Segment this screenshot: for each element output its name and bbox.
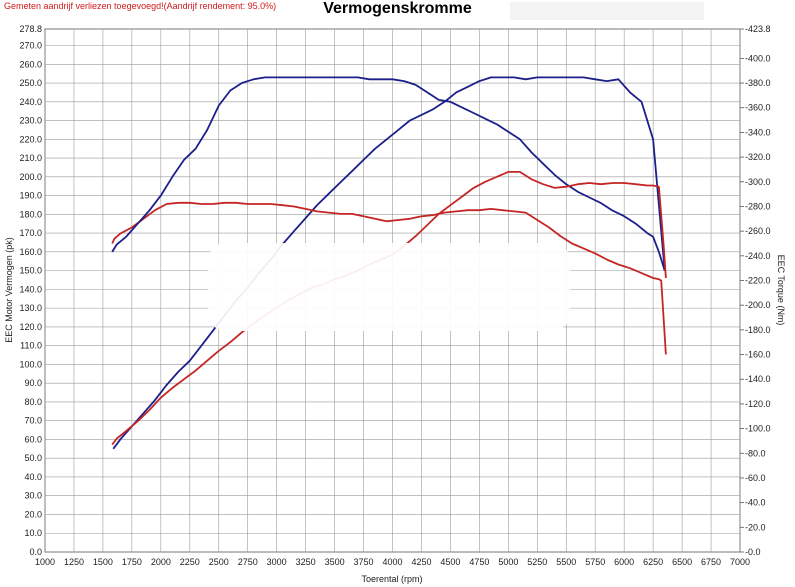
x-tick-label: 7000 [730, 557, 750, 567]
y-left-tick-label: 80.0 [24, 397, 42, 407]
x-tick-label: 4000 [382, 557, 402, 567]
y-right-tick-label: -280.0 [745, 201, 771, 211]
y-left-tick-label: 50.0 [24, 453, 42, 463]
y-right-tick-label: -160.0 [745, 350, 771, 360]
tick-labels: 1000 1250 1500 1750 2000 2250 2500 2750 3000 3250… [19, 24, 770, 567]
x-tick-label: 2000 [151, 557, 171, 567]
x-tick-label: 3000 [267, 557, 287, 567]
x-tick-label: 6500 [672, 557, 692, 567]
y-right-tick-label: -260.0 [745, 226, 771, 236]
x-tick-label: 6250 [643, 557, 663, 567]
y-left-tick-label: 220.0 [19, 134, 42, 144]
x-tick-label: 4500 [440, 557, 460, 567]
x-tick-label: 4750 [469, 557, 489, 567]
y-right-tick-label: -80.0 [745, 448, 766, 458]
y-right-tick-label: -140.0 [745, 374, 771, 384]
series-line-2 [111, 76, 666, 271]
x-tick-label: 3250 [296, 557, 316, 567]
y-right-tick-label: -423.8 [745, 24, 771, 34]
y-left-tick-label: 278.8 [19, 24, 42, 34]
x-tick-label: 1750 [122, 557, 142, 567]
x-tick-label: 6750 [701, 557, 721, 567]
x-tick-label: 1000 [35, 557, 55, 567]
y-left-tick-label: 20.0 [24, 509, 42, 519]
y-left-tick-label: 130.0 [19, 303, 42, 313]
y-left-tick-label: 270.0 [19, 41, 42, 51]
x-tick-label: 5750 [585, 557, 605, 567]
y-right-tick-label: -240.0 [745, 251, 771, 261]
title-background [510, 2, 704, 20]
x-tick-label: 2500 [209, 557, 229, 567]
y-left-tick-label: 140.0 [19, 284, 42, 294]
y-right-tick-label: -400.0 [745, 53, 771, 63]
y-axis-label-right: EEC Torque (Nm) [776, 255, 786, 326]
x-tick-label: 3750 [354, 557, 374, 567]
x-tick-label: 5500 [556, 557, 576, 567]
x-tick-label: 4250 [411, 557, 431, 567]
series-line-1 [111, 201, 667, 355]
grid-lines [44, 28, 741, 553]
x-tick-label: 6000 [614, 557, 634, 567]
y-right-tick-label: -340.0 [745, 127, 771, 137]
y-right-tick-label: -20.0 [745, 522, 766, 532]
y-right-tick-label: -380.0 [745, 78, 771, 88]
drive-loss-notice: Gemeten aandrijf verliezen toegevoegd!(A… [4, 1, 277, 11]
y-left-tick-label: 170.0 [19, 228, 42, 238]
y-left-tick-label: 240.0 [19, 97, 42, 107]
x-tick-label: 1250 [64, 557, 84, 567]
y-left-tick-label: 70.0 [24, 416, 42, 426]
y-left-tick-label: 60.0 [24, 434, 42, 444]
y-left-tick-label: 90.0 [24, 378, 42, 388]
y-left-tick-label: 210.0 [19, 153, 42, 163]
y-right-tick-label: -120.0 [745, 399, 771, 409]
y-left-tick-label: 190.0 [19, 191, 42, 201]
y-right-tick-label: -180.0 [745, 325, 771, 335]
y-left-tick-label: 260.0 [19, 59, 42, 69]
y-right-tick-label: -40.0 [745, 498, 766, 508]
y-left-tick-label: 0.0 [29, 547, 42, 557]
watermark-smudge [208, 243, 570, 331]
x-tick-label: 5000 [498, 557, 518, 567]
y-left-tick-label: 40.0 [24, 472, 42, 482]
y-left-tick-label: 30.0 [24, 491, 42, 501]
x-tick-label: 2750 [238, 557, 258, 567]
y-left-tick-label: 200.0 [19, 172, 42, 182]
y-left-tick-label: 120.0 [19, 322, 42, 332]
y-left-tick-label: 250.0 [19, 78, 42, 88]
y-right-tick-label: -220.0 [745, 276, 771, 286]
y-right-tick-label: -300.0 [745, 177, 771, 187]
y-right-tick-label: -320.0 [745, 152, 771, 162]
y-left-tick-label: 230.0 [19, 116, 42, 126]
x-tick-label: 3500 [325, 557, 345, 567]
y-left-tick-label: 150.0 [19, 266, 42, 276]
y-left-tick-label: 10.0 [24, 528, 42, 538]
x-tick-label: 2250 [180, 557, 200, 567]
y-right-tick-label: -60.0 [745, 473, 766, 483]
x-tick-label: 1500 [93, 557, 113, 567]
y-left-tick-label: 110.0 [20, 341, 42, 351]
y-right-tick-label: -0.0 [745, 547, 761, 557]
x-axis-label: Toerental (rpm) [361, 574, 422, 584]
y-left-tick-label: 180.0 [19, 209, 42, 219]
x-tick-label: 5250 [527, 557, 547, 567]
series-line-0 [112, 76, 666, 450]
y-left-tick-label: 160.0 [19, 247, 42, 257]
y-right-tick-label: -100.0 [745, 424, 771, 434]
y-right-tick-label: -200.0 [745, 300, 771, 310]
chart-title: Vermogenskromme [323, 0, 472, 17]
y-axis-label-left: EEC Motor Vermogen (pk) [4, 237, 14, 343]
y-left-tick-label: 100.0 [19, 359, 42, 369]
y-right-tick-label: -360.0 [745, 103, 771, 113]
